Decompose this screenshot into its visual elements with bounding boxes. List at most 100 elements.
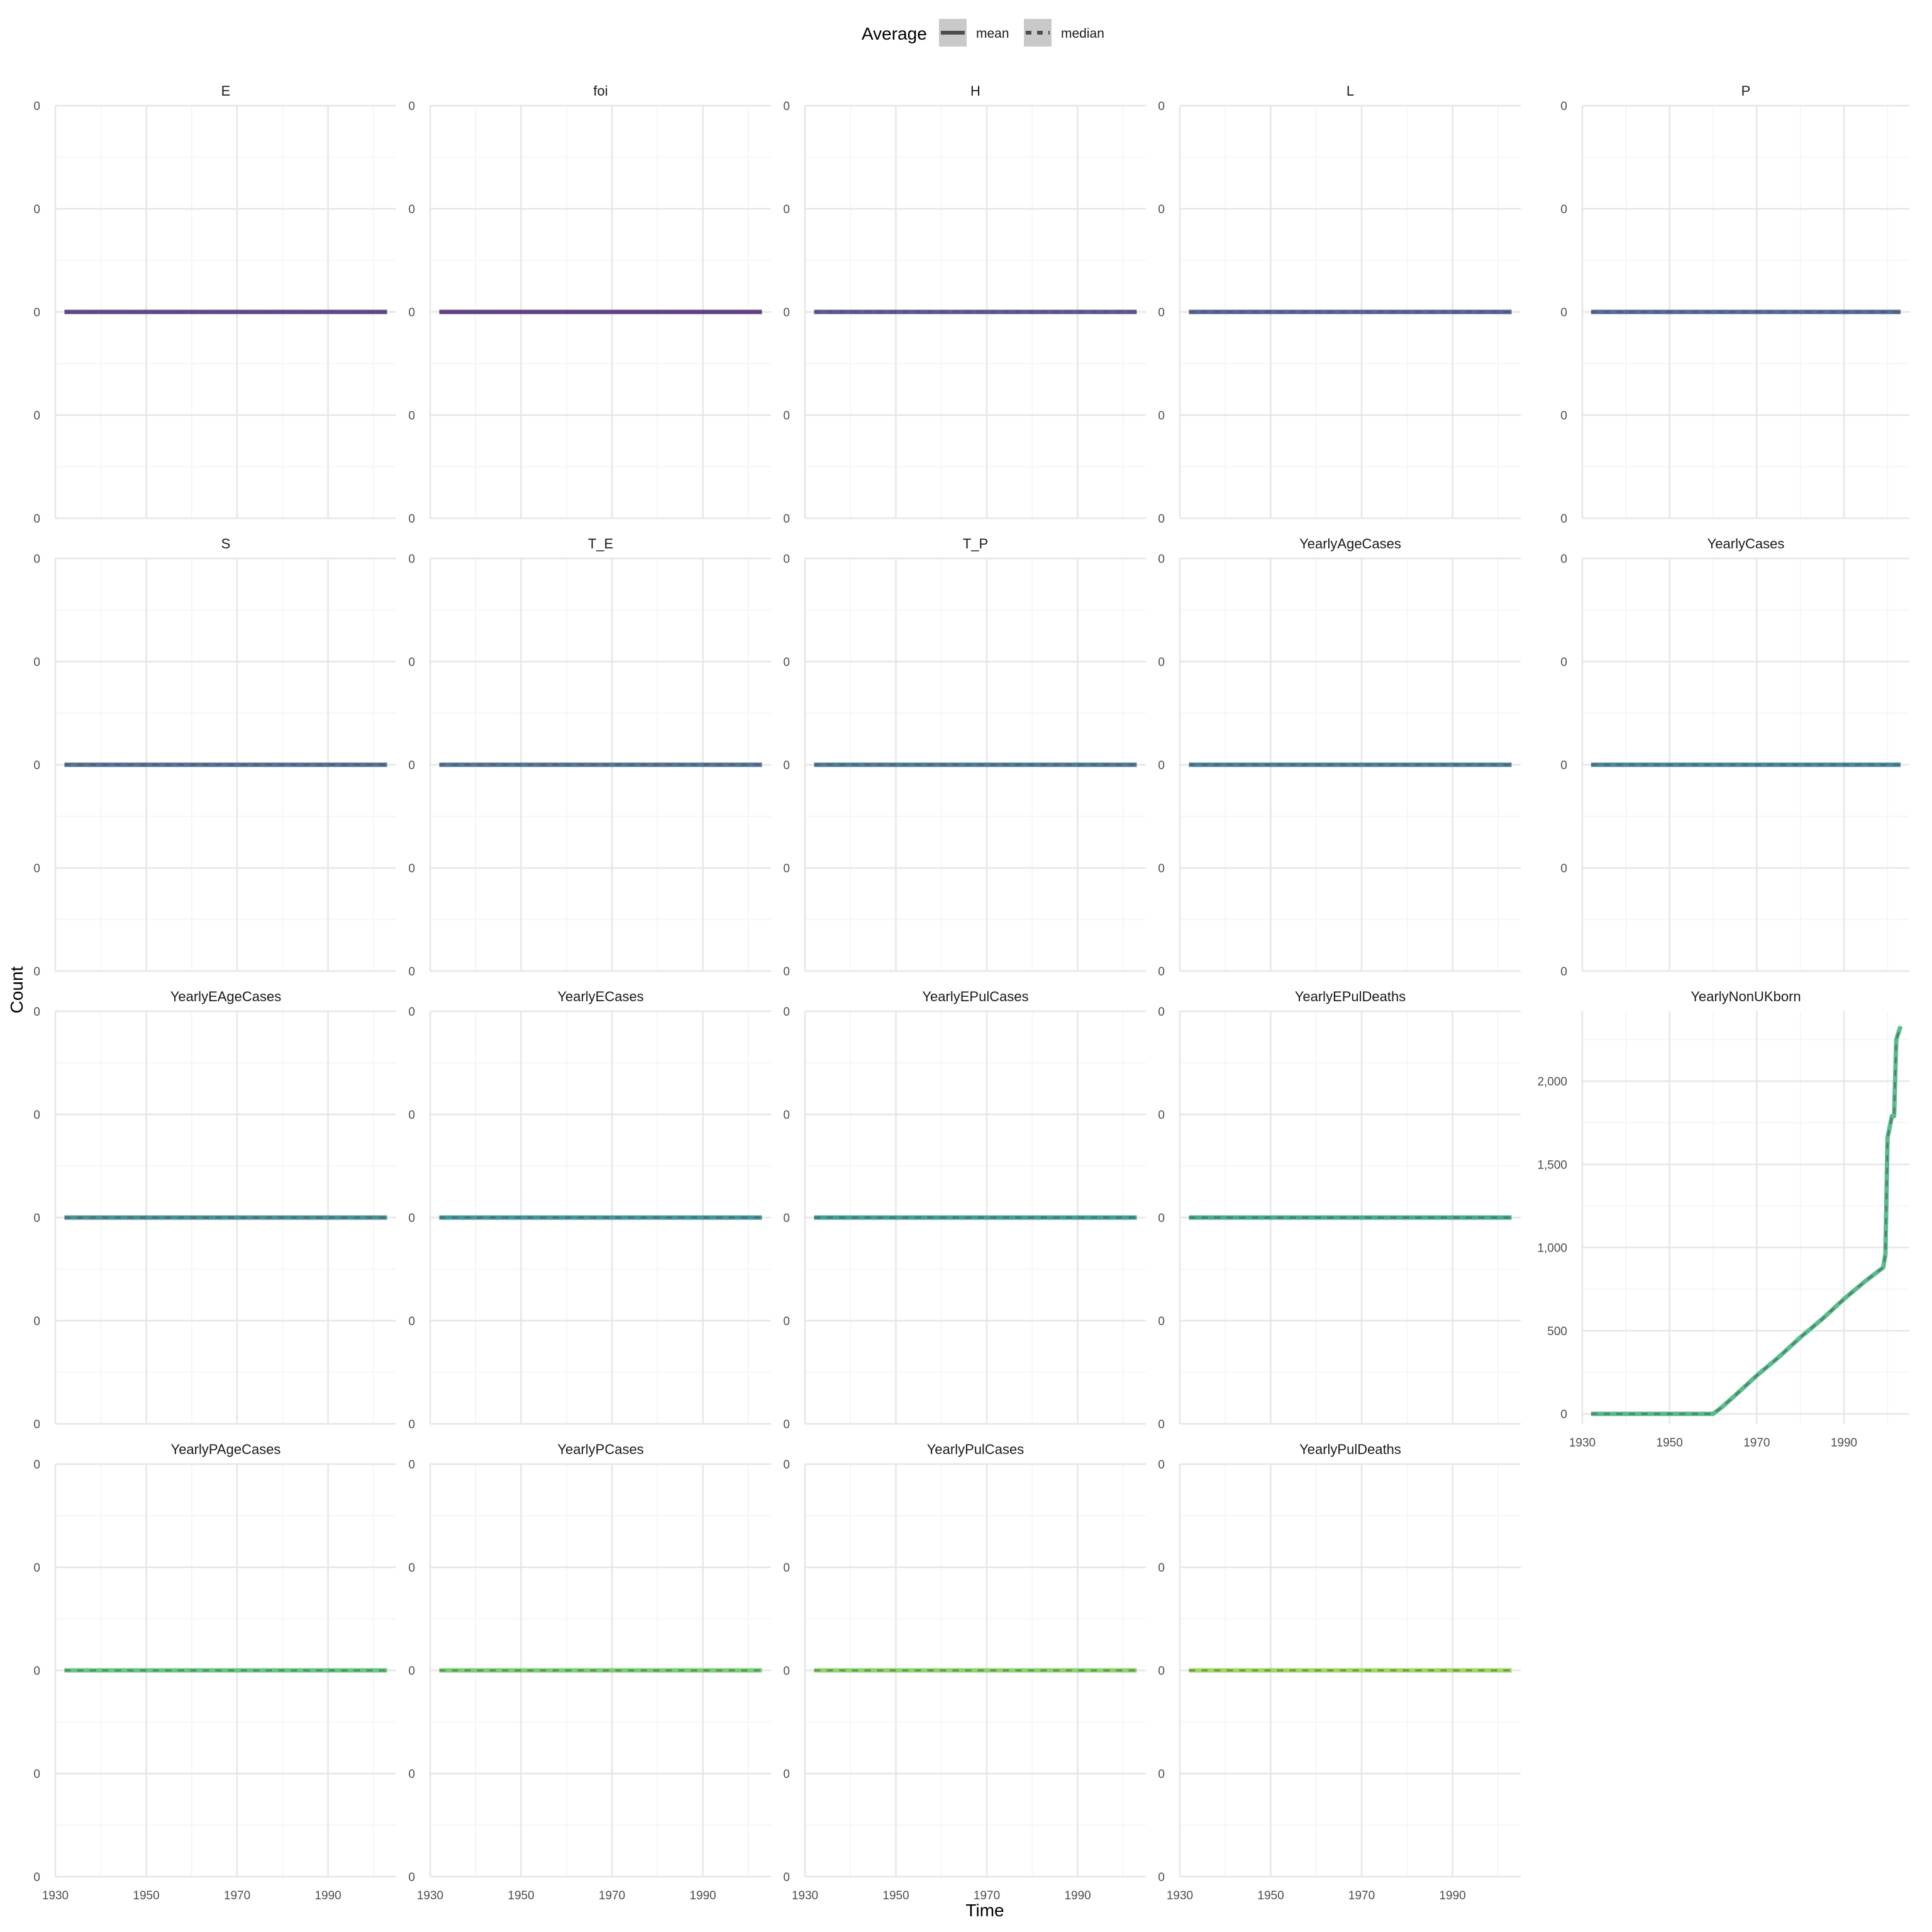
y-tick-label: 0 <box>1560 656 1567 669</box>
legend: Average mean median <box>862 19 1104 47</box>
panel-title: E <box>221 83 231 99</box>
y-tick-label: 0 <box>408 1006 415 1019</box>
y-tick-label: 0 <box>1560 100 1567 113</box>
y-tick-label: 2,000 <box>1537 1075 1567 1089</box>
x-tick-label: 1970 <box>599 1889 625 1902</box>
facet-panels: E00000foi00000H00000L00000P00000S00000T_… <box>33 83 1909 1902</box>
x-tick-label: 1930 <box>42 1889 69 1902</box>
y-tick-label: 0 <box>408 409 415 423</box>
y-tick-label: 0 <box>1158 1665 1165 1678</box>
y-tick-label: 0 <box>33 306 40 319</box>
panel-L: L 0 0 0 0 0 <box>1158 83 1521 526</box>
y-tick-label: 500 <box>1547 1325 1567 1338</box>
y-tick-label: 0 <box>1158 759 1165 772</box>
y-tick-label: 0 <box>33 1109 40 1122</box>
panel-YearlyEAgeCases: YearlyEAgeCases 0 0 0 0 0 <box>33 989 396 1431</box>
y-tick-label: 0 <box>33 203 40 216</box>
x-tick-label: 1930 <box>792 1889 818 1902</box>
y-tick-label: 0 <box>1560 203 1567 216</box>
x-tick-label: 1990 <box>1064 1889 1091 1902</box>
panel-title: P <box>1741 83 1751 99</box>
y-tick-label: 0 <box>1158 1562 1165 1575</box>
y-tick-label: 0 <box>1158 203 1165 216</box>
y-tick-label: 0 <box>783 100 790 113</box>
y-tick-label: 0 <box>408 513 415 526</box>
y-tick-label: 0 <box>408 100 415 113</box>
y-tick-label: 0 <box>1158 1458 1165 1472</box>
panel-title: T_E <box>588 536 613 552</box>
y-tick-label: 0 <box>1560 965 1567 979</box>
y-tick-label: 1,500 <box>1537 1158 1567 1172</box>
y-tick-label: 0 <box>33 553 40 566</box>
y-tick-label: 0 <box>783 1871 790 1884</box>
panel-S: S 0 0 0 0 0 <box>33 536 396 979</box>
y-tick-label: 0 <box>783 759 790 772</box>
y-tick-label: 0 <box>1158 1006 1165 1019</box>
y-tick-label: 0 <box>408 1418 415 1431</box>
y-tick-label: 0 <box>783 1768 790 1781</box>
y-tick-label: 0 <box>783 409 790 423</box>
y-tick-label: 0 <box>1158 1871 1165 1884</box>
x-tick-label: 1950 <box>1257 1889 1284 1902</box>
panel-title: S <box>221 536 231 552</box>
y-tick-label: 0 <box>1560 513 1567 526</box>
y-axis-title: Count <box>7 966 26 1013</box>
y-tick-label: 0 <box>33 1562 40 1575</box>
x-tick-label: 1930 <box>1569 1436 1596 1450</box>
panel-title: T_P <box>963 536 988 552</box>
x-tick-label: 1930 <box>1167 1889 1193 1902</box>
panel-YearlyAgeCases: YearlyAgeCases 0 0 0 0 0 <box>1158 536 1521 979</box>
panel-YearlyEPulDeaths: YearlyEPulDeaths 0 0 0 0 0 <box>1158 989 1521 1431</box>
y-tick-label: 0 <box>1560 553 1567 566</box>
panel-title: YearlyEPulCases <box>922 989 1028 1004</box>
y-tick-label: 0 <box>33 1212 40 1225</box>
y-tick-label: 0 <box>408 1315 415 1328</box>
x-tick-label: 1950 <box>1657 1436 1683 1450</box>
legend-label-median: median <box>1061 26 1104 41</box>
y-tick-label: 0 <box>33 1458 40 1472</box>
y-tick-label: 0 <box>33 1871 40 1884</box>
y-tick-label: 0 <box>408 1212 415 1225</box>
y-tick-label: 0 <box>33 513 40 526</box>
y-tick-label: 0 <box>1158 1109 1165 1122</box>
y-tick-label: 0 <box>1158 100 1165 113</box>
panel-title: YearlyPAgeCases <box>171 1441 281 1457</box>
y-tick-label: 0 <box>408 553 415 566</box>
y-tick-label: 0 <box>783 203 790 216</box>
y-tick-label: 0 <box>1158 1212 1165 1225</box>
panel-title: YearlyPulDeaths <box>1299 1441 1401 1457</box>
y-tick-label: 0 <box>783 1212 790 1225</box>
y-tick-label: 0 <box>783 1315 790 1328</box>
y-tick-label: 0 <box>33 100 40 113</box>
line-median <box>1591 1026 1902 1415</box>
y-tick-label: 0 <box>33 1315 40 1328</box>
x-tick-label: 1970 <box>1348 1889 1375 1902</box>
y-tick-label: 0 <box>408 862 415 875</box>
panel-title: H <box>970 83 980 99</box>
y-tick-label: 0 <box>1158 513 1165 526</box>
y-tick-label: 0 <box>1158 862 1165 875</box>
panel-title: YearlyEAgeCases <box>170 989 282 1004</box>
y-tick-label: 0 <box>783 965 790 979</box>
panel-YearlyNonUKborn: YearlyNonUKborn 0 500 1,000 1,500 2,000 1930 19… <box>1537 989 1909 1450</box>
y-tick-label: 0 <box>408 1871 415 1884</box>
y-tick-label: 0 <box>783 1006 790 1019</box>
panel-H: H 0 0 0 0 0 <box>783 83 1146 526</box>
panel-YearlyEPulCases: YearlyEPulCases 0 0 0 0 0 <box>783 989 1146 1431</box>
panel-title: YearlyCases <box>1707 536 1785 552</box>
y-tick-label: 0 <box>783 306 790 319</box>
y-tick-label: 0 <box>408 1458 415 1472</box>
panel-title: YearlyNonUKborn <box>1690 989 1801 1004</box>
y-tick-label: 0 <box>783 1418 790 1431</box>
panel-T_E: T_E 0 0 0 0 0 <box>408 536 771 979</box>
x-tick-label: 1930 <box>417 1889 443 1902</box>
panel-title: YearlyECases <box>557 989 643 1004</box>
y-tick-label: 1,000 <box>1537 1242 1567 1255</box>
y-tick-label: 0 <box>408 759 415 772</box>
line-mean <box>1591 1025 1903 1416</box>
y-tick-label: 0 <box>408 1562 415 1575</box>
y-tick-label: 0 <box>33 1665 40 1678</box>
x-tick-label: 1990 <box>689 1889 716 1902</box>
legend-label-mean: mean <box>976 26 1009 41</box>
